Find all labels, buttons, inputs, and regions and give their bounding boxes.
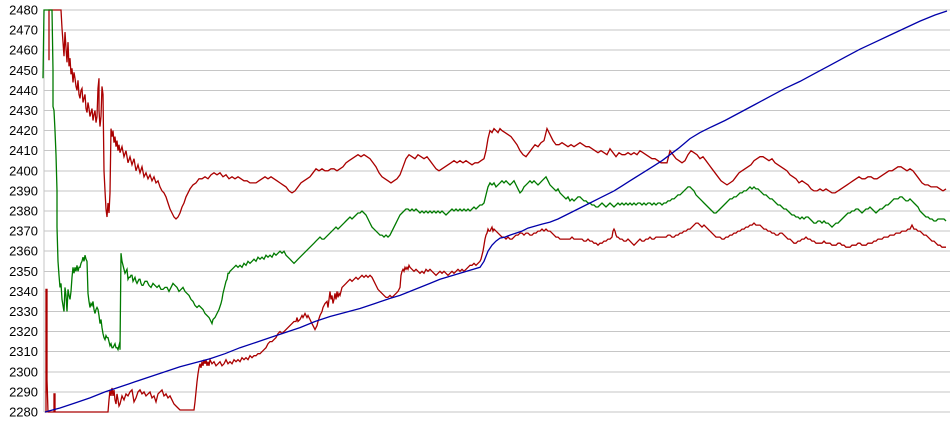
y-tick-label: 2430 xyxy=(9,103,38,118)
series-lower-band-red xyxy=(45,222,946,413)
y-tick-label: 2330 xyxy=(9,304,38,319)
series-baseline-blue xyxy=(44,10,948,413)
y-tick-label: 2420 xyxy=(9,123,38,138)
y-tick-label: 2400 xyxy=(9,163,38,178)
y-tick-label: 2320 xyxy=(9,324,38,339)
series-lines xyxy=(42,9,948,413)
series-mid-band-green xyxy=(42,9,947,352)
y-tick-label: 2310 xyxy=(9,344,38,359)
y-tick-label: 2290 xyxy=(9,384,38,399)
y-tick-label: 2340 xyxy=(9,284,38,299)
y-tick-label: 2410 xyxy=(9,143,38,158)
y-tick-label: 2470 xyxy=(9,23,38,38)
y-tick-label: 2380 xyxy=(9,204,38,219)
y-tick-label: 2350 xyxy=(9,264,38,279)
gridlines xyxy=(43,9,950,413)
y-tick-label: 2300 xyxy=(9,364,38,379)
y-tick-label: 2360 xyxy=(9,244,38,259)
y-tick-label: 2370 xyxy=(9,224,38,239)
y-tick-label: 2440 xyxy=(9,83,38,98)
y-tick-label: 2280 xyxy=(9,405,38,420)
y-tick-label: 2480 xyxy=(9,3,38,18)
y-tick-label: 2460 xyxy=(9,43,38,58)
y-axis-labels: 2480 2470 2460 2450 2440 2430 2420 2410 2400 2390… xyxy=(9,3,38,420)
series-upper-band-red xyxy=(48,9,947,220)
y-tick-label: 2390 xyxy=(9,183,38,198)
y-tick-label: 2450 xyxy=(9,63,38,78)
